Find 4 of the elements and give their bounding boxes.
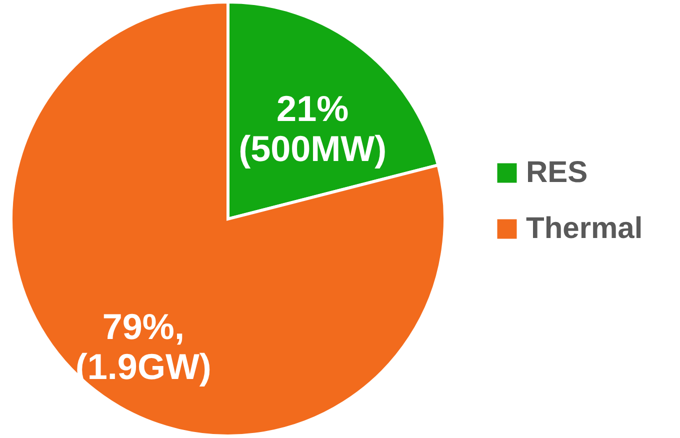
legend-label: Thermal (526, 212, 643, 245)
data-label: 79%, (1.9GW) (75, 306, 212, 388)
legend-label: RES (526, 156, 588, 189)
data-label: 21% (500MW) (238, 88, 387, 169)
